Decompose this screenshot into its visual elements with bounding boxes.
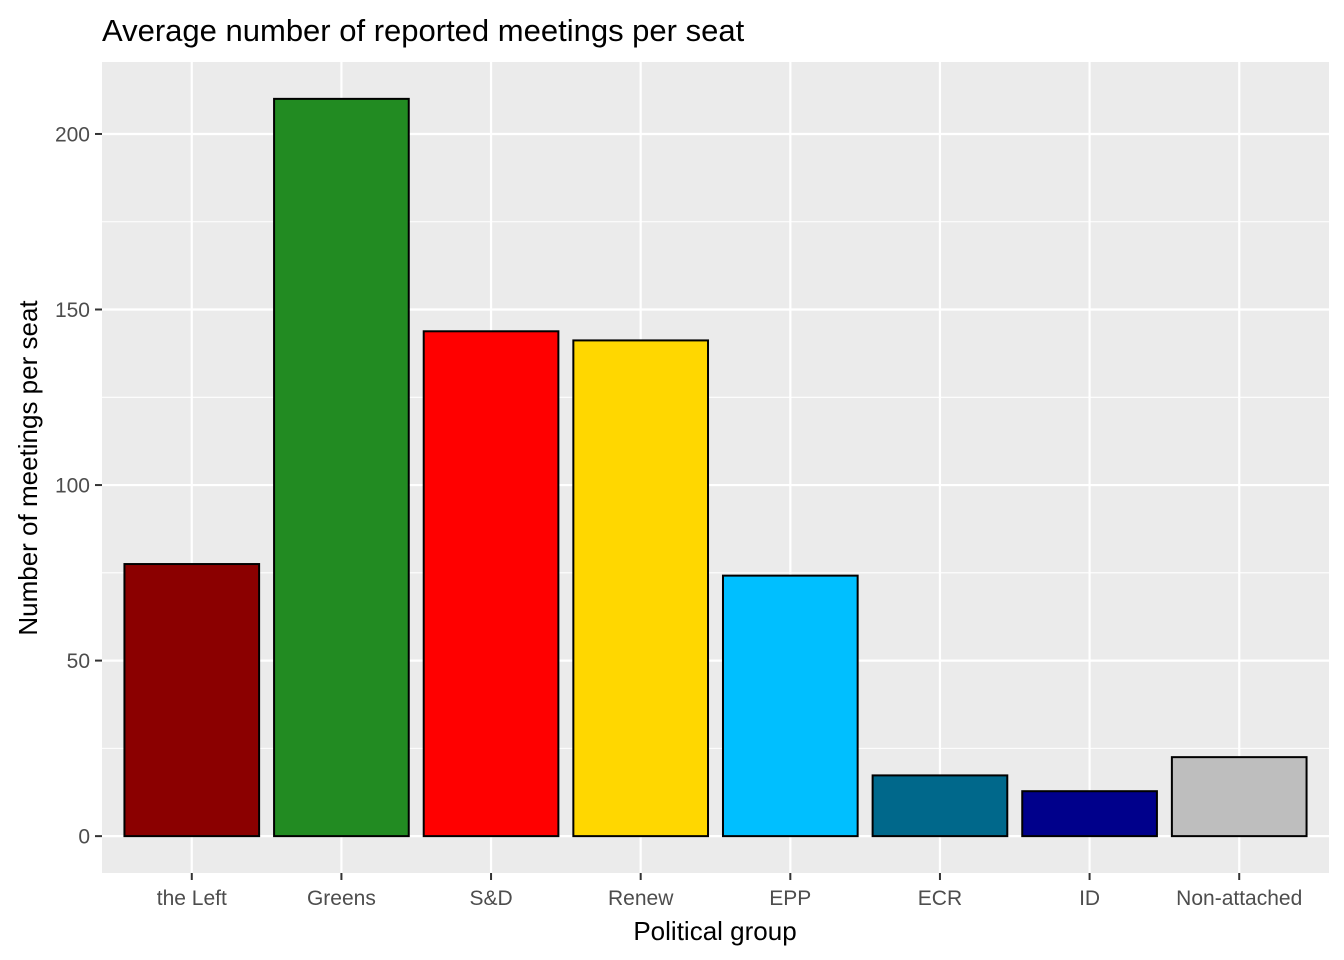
bar-epp bbox=[721, 574, 859, 838]
y-tick-label: 50 bbox=[67, 650, 90, 673]
x-axis-title: Political group bbox=[633, 916, 796, 946]
y-tick-label: 0 bbox=[78, 826, 90, 849]
y-tick-label: 200 bbox=[55, 123, 90, 146]
bar-id bbox=[1021, 790, 1158, 838]
x-tick-label: the Left bbox=[157, 887, 227, 910]
bar-greens bbox=[273, 97, 410, 838]
y-tick-label: 150 bbox=[55, 299, 90, 322]
x-tick-label: Non-attached bbox=[1176, 887, 1302, 910]
bars bbox=[123, 97, 1308, 838]
bar-non-attached bbox=[1170, 756, 1308, 838]
bar-the-left bbox=[123, 563, 261, 838]
x-tick-label: Greens bbox=[307, 887, 376, 910]
y-tick-label: 100 bbox=[55, 475, 90, 498]
bar-ecr bbox=[871, 774, 1009, 838]
bar-renew bbox=[572, 339, 710, 838]
y-axis-title: Number of meetings per seat bbox=[13, 300, 43, 636]
x-tick-label: Renew bbox=[608, 887, 674, 910]
x-tick-label: EPP bbox=[769, 887, 811, 910]
x-axis: the Left Greens S&D Renew EPP ECR ID Non-attach… bbox=[157, 873, 1302, 910]
x-tick-label: S&D bbox=[469, 887, 512, 910]
y-axis: 0 50 100 150 200 bbox=[55, 123, 102, 849]
bar-s-d bbox=[422, 330, 560, 838]
x-tick-label: ECR bbox=[918, 887, 962, 910]
x-tick-label: ID bbox=[1079, 887, 1100, 910]
chart-title: Average number of reported meetings per … bbox=[102, 13, 745, 48]
